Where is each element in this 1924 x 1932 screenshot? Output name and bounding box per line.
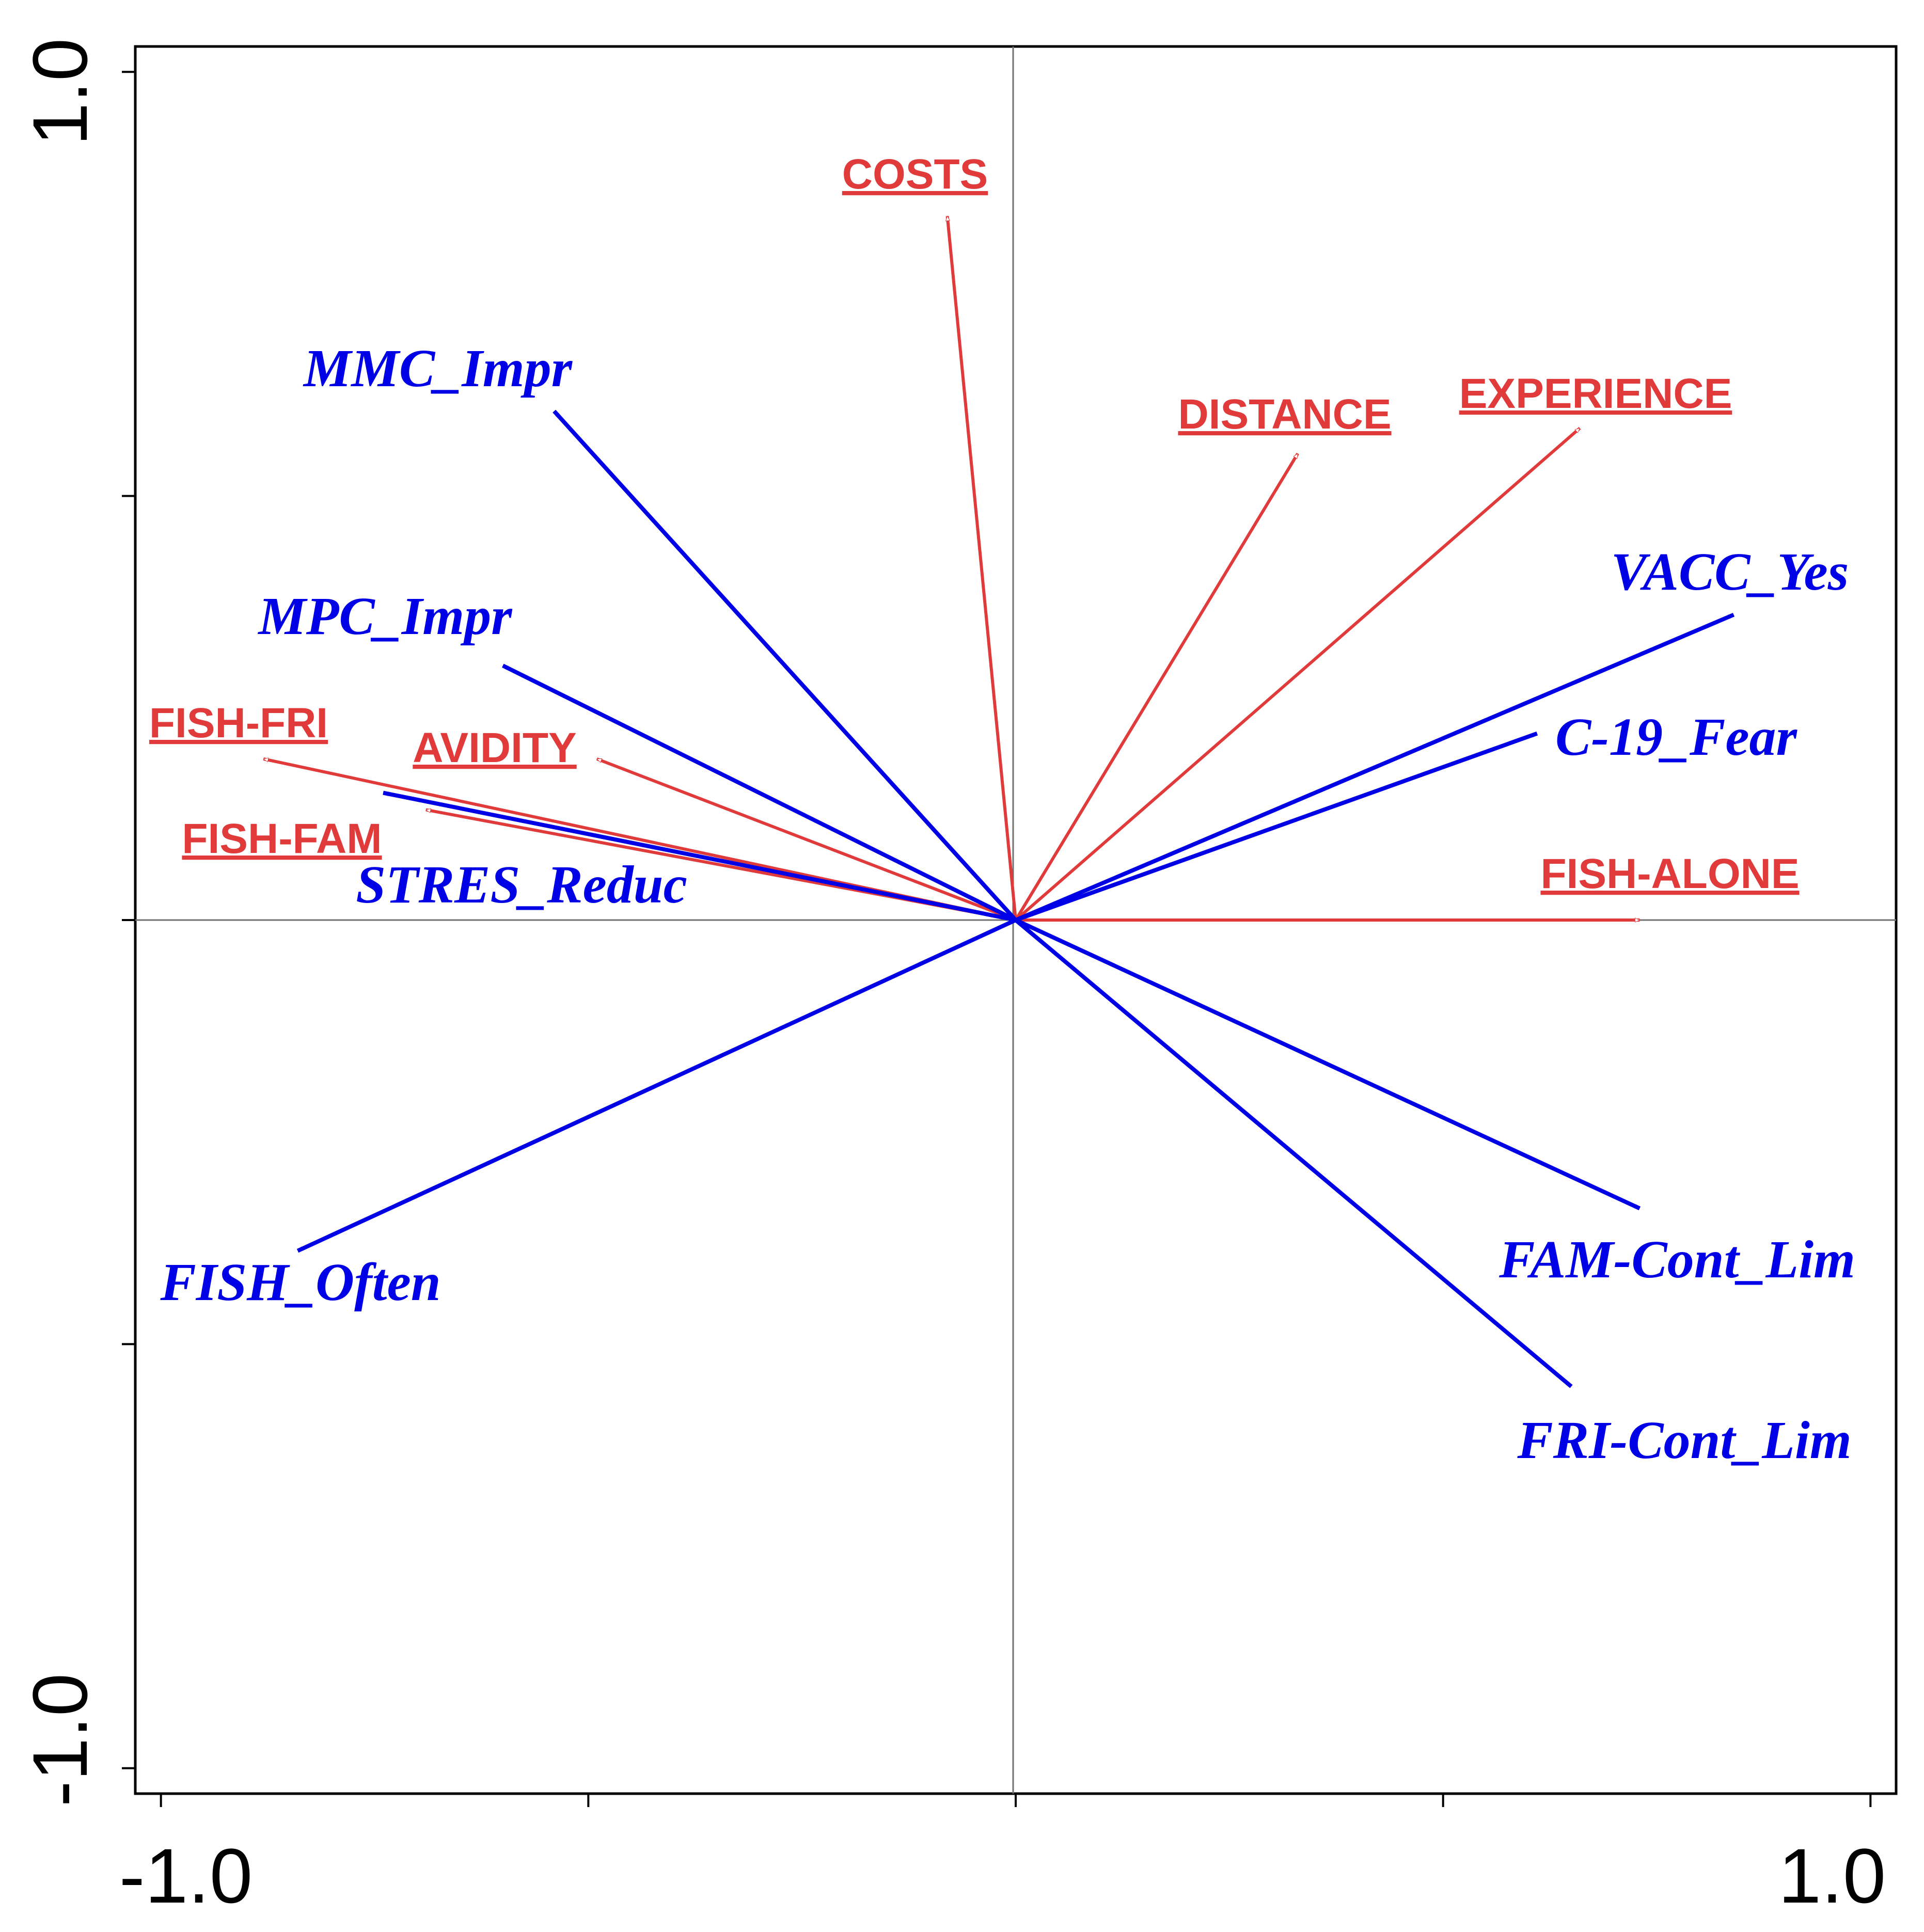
- label-fish-fri: FISH-FRI: [149, 700, 328, 747]
- label-fam-cont-lim: FAM-Cont_Lim: [1499, 1230, 1855, 1289]
- y-tick-label-min: -1.0: [17, 1673, 103, 1807]
- label-stres-reduc: STRES_Reduc: [356, 855, 687, 914]
- vector-fri-cont-lim: [1014, 918, 1573, 1388]
- vector-avidity: [596, 757, 1017, 922]
- label-costs: COSTS: [842, 151, 988, 198]
- vector-fam-cont-lim: [1015, 918, 1641, 1211]
- y-tick-label-max: 1.0: [17, 38, 103, 146]
- x-tick-label-min: -1.0: [119, 1832, 253, 1919]
- label-fish-fam: FISH-FAM: [182, 815, 382, 862]
- label-fri-cont-lim: FRI-Cont_Lim: [1517, 1411, 1851, 1470]
- vector-mmc-impr: [553, 409, 1017, 922]
- vector-fish-often: [296, 918, 1017, 1253]
- label-distance: DISTANCE: [1178, 391, 1391, 438]
- y-axis-ticks: [122, 71, 135, 1769]
- label-avidity: AVIDITY: [413, 724, 576, 771]
- vector-stres-reduc: [383, 790, 1016, 922]
- vector-labels: COSTS DISTANCE EXPERIENCE FISH-FRI AVIDI…: [149, 151, 1855, 1470]
- vector-costs: [948, 216, 1017, 921]
- vector-experience: [1015, 426, 1581, 922]
- label-fish-often: FISH_Often: [160, 1253, 440, 1312]
- label-mmc-impr: MMC_Impr: [303, 339, 573, 398]
- x-axis-ticks: [160, 1794, 1872, 1807]
- x-tick-label-max: 1.0: [1778, 1832, 1886, 1919]
- vector-vacc-yes: [1015, 612, 1735, 922]
- vector-c-19-fear: [1015, 731, 1538, 922]
- label-experience: EXPERIENCE: [1459, 370, 1732, 417]
- vector-distance: [1014, 452, 1299, 921]
- vector-layer: [263, 216, 1735, 1388]
- label-vacc-yes: VACC_Yes: [1611, 542, 1849, 601]
- label-c19-fear: C-19_Fear: [1555, 707, 1798, 767]
- vector-mpc-impr: [502, 663, 1017, 922]
- label-mpc-impr: MPC_Impr: [257, 587, 513, 646]
- label-fish-alone: FISH-ALONE: [1540, 850, 1799, 897]
